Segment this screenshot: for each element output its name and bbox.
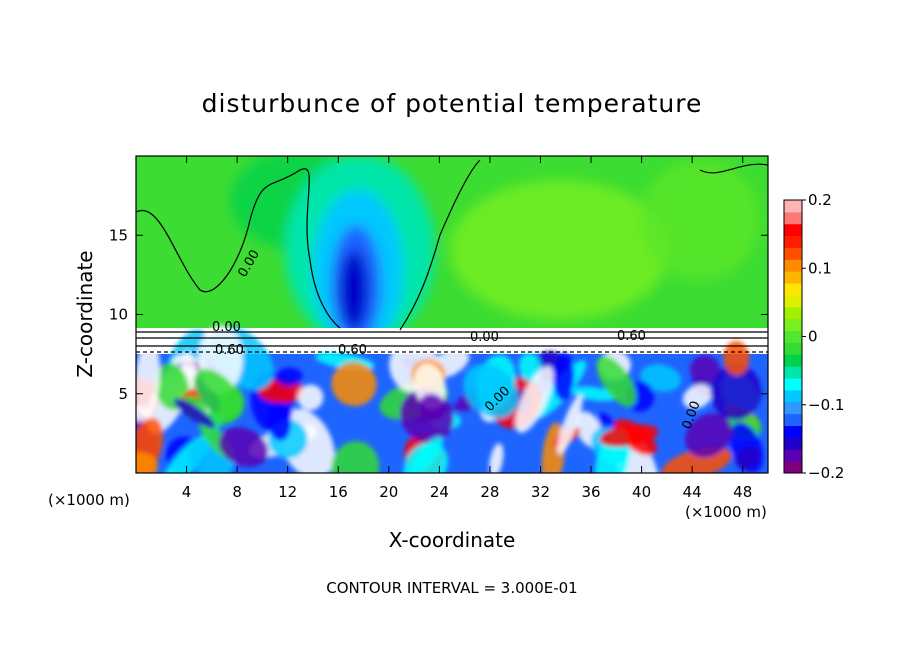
turbulence-patch (685, 413, 733, 458)
turbulence-patch (331, 361, 377, 407)
contour-label: 0.00 (212, 320, 241, 335)
x-tick-label: 28 (480, 483, 499, 501)
x-tick-label: 40 (632, 483, 651, 501)
contour-label: 0.60 (617, 329, 646, 344)
x-tick-label: 36 (581, 483, 600, 501)
y-tick-label: 15 (109, 226, 128, 244)
colorbar-swatch (784, 330, 802, 343)
turbulence-patch (193, 368, 243, 421)
heatmap-field (136, 156, 768, 473)
colorbar-swatch (784, 306, 802, 320)
turbulence-patch (463, 363, 519, 419)
colorbar-swatch (784, 211, 802, 225)
turbulence-patch (553, 353, 575, 401)
turbulence-patch (682, 384, 713, 409)
turbulence-patch (410, 436, 444, 473)
turbulence-patch (515, 366, 554, 433)
turbulence-patch (596, 356, 637, 407)
colorbar-swatch (784, 318, 802, 332)
contour-label: 0.60 (338, 343, 367, 358)
turbulence-patch (136, 340, 161, 417)
y-axis-label: Z-coordinate (73, 250, 97, 377)
colorbar-swatch (784, 378, 802, 391)
colorbar-tick-label: 0.2 (808, 191, 832, 209)
colorbar-swatch (784, 247, 802, 260)
contour-zero (399, 159, 481, 331)
colorbar-swatch (784, 366, 802, 379)
turbulence-patch (557, 394, 583, 455)
contour-lines (136, 159, 768, 353)
x-tick-label: 12 (278, 483, 297, 501)
colorbar-swatch (784, 389, 802, 403)
colorbar-swatch (784, 437, 802, 450)
colorbar-swatch (784, 342, 802, 355)
x-axis-unit-right: (×1000 m) (685, 503, 767, 521)
colorbar-swatch (784, 401, 802, 415)
colorbar-swatch (784, 425, 802, 438)
turbulence-patch (331, 441, 380, 473)
colorbar-swatch (784, 235, 802, 248)
turbulence-patch (723, 340, 750, 376)
x-tick-label: 4 (182, 483, 192, 501)
turbulence-patch (599, 424, 659, 447)
y-tick-label: 10 (109, 306, 128, 324)
x-tick-label: 32 (531, 483, 550, 501)
x-tick-label: 24 (430, 483, 449, 501)
y-tick-label: 5 (118, 385, 128, 403)
turbulence-patch (297, 384, 324, 411)
colorbar-swatch (784, 283, 802, 296)
colorbar-tick-label: −0.2 (808, 464, 844, 482)
cold-plume-core (340, 250, 368, 330)
turbulence-patch (136, 451, 158, 473)
colorbar-swatch (784, 354, 802, 367)
turbulence-patch (571, 386, 617, 402)
turbulence-patch (489, 443, 504, 473)
colorbar-swatch (784, 259, 802, 272)
colorbar-swatch (784, 200, 802, 213)
contour-zero (136, 168, 341, 329)
contour-interval-note: CONTOUR INTERVAL = 3.000E-01 (326, 579, 577, 597)
x-axis-label: X-coordinate (389, 528, 516, 552)
x-tick-label: 20 (379, 483, 398, 501)
colorbar-tick-label: 0 (808, 328, 818, 346)
turbulence-patch (419, 393, 446, 421)
contour-label: 0.00 (470, 330, 499, 345)
turbulence-patch (640, 364, 681, 392)
colorbar-swatch (784, 413, 802, 427)
turbulence-patch (276, 367, 303, 386)
contour-label: 0.60 (215, 343, 244, 358)
upper-warm-patch (450, 180, 670, 320)
chart-title: disturbunce of potential temperature (202, 89, 703, 118)
colorbar: 0.2 0.1 0 −0.1 −0.2 (783, 191, 844, 482)
turbulence-patch (173, 398, 216, 429)
colorbar-swatch (784, 271, 802, 284)
x-tick-label: 8 (232, 483, 242, 501)
upper-warm-patch (640, 160, 760, 280)
colorbar-swatch (784, 223, 802, 237)
colorbar-swatch (784, 461, 802, 474)
colorbar-tick-label: 0.1 (808, 259, 832, 277)
turbulence-patch (710, 364, 762, 420)
turbulence-patch (267, 401, 291, 441)
x-tick-label: 16 (329, 483, 348, 501)
turbulence-patch (690, 355, 720, 385)
turbulence-patch (154, 363, 190, 411)
contour-zero (699, 163, 768, 174)
x-tick-label: 44 (683, 483, 702, 501)
turbulence-patch (735, 446, 761, 470)
colorbar-tick-label: −0.1 (808, 396, 844, 414)
x-tick-label: 48 (733, 483, 752, 501)
colorbar-swatch (784, 294, 802, 308)
turbulence-patch (218, 427, 269, 468)
x-axis-unit-left: (×1000 m) (48, 491, 130, 509)
colorbar-swatch (784, 449, 802, 462)
